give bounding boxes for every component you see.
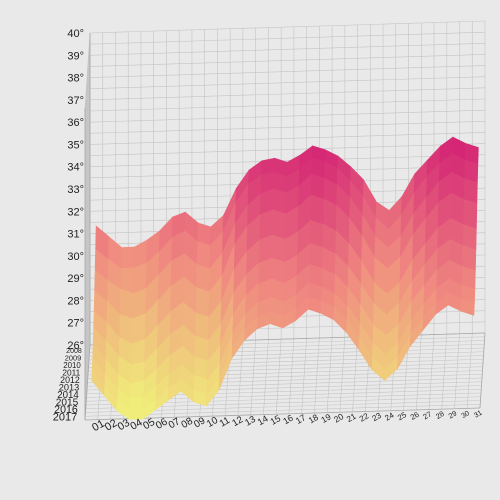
surface-cell (463, 198, 478, 230)
day-tick-label: 07 (167, 416, 183, 431)
grid-line (89, 65, 486, 78)
day-tick-label: 29 (447, 409, 459, 421)
year-tick-label: 2012 (60, 375, 80, 385)
surface-cell (129, 396, 144, 410)
grid-line (89, 154, 486, 168)
z-tick-label: 40° (67, 28, 84, 40)
day-tick-label: 05 (141, 416, 157, 432)
grid-line (85, 403, 481, 417)
z-tick-label: 35° (67, 139, 84, 151)
day-tick-label: 24 (383, 410, 396, 422)
axis-edge (84, 407, 481, 421)
z-tick-label: 36° (67, 117, 84, 129)
day-tick-label: 20 (332, 411, 345, 425)
surface (91, 136, 479, 420)
surface-cell (130, 361, 145, 384)
day-tick-label: 08 (180, 416, 196, 431)
surface-cell (120, 246, 135, 269)
year-tick-label: 2016 (54, 404, 78, 416)
year-tick-label: 2014 (57, 390, 79, 401)
day-tick-label: 17 (294, 412, 308, 426)
day-tick-label: 06 (154, 416, 170, 431)
z-tick-label: 34° (67, 162, 84, 174)
grid-line (89, 120, 486, 134)
day-tick-label: 18 (307, 412, 321, 426)
grid-line (89, 132, 486, 145)
grid-line (89, 20, 486, 34)
day-tick-label: 11 (218, 415, 232, 430)
grid-line (89, 42, 486, 56)
day-tick-label: 27 (421, 409, 433, 421)
z-tick-label: 27° (67, 318, 84, 330)
z-tick-label: 29° (67, 273, 84, 285)
day-tick-label: 25 (396, 410, 409, 422)
year-tick-label: 2017 (53, 411, 77, 423)
day-tick-label: 23 (371, 411, 384, 424)
z-tick-label: 37° (67, 95, 84, 107)
surface-cell (462, 224, 477, 251)
grid-line (89, 54, 486, 67)
grid-line (89, 31, 486, 45)
day-tick-label: 02 (103, 417, 120, 433)
z-tick-label: 30° (67, 251, 84, 263)
day-tick-label: 03 (116, 417, 132, 433)
z-tick-label: 33° (67, 184, 84, 196)
surface-cell (195, 312, 210, 341)
day-tick-label: 01 (90, 418, 107, 435)
surface-cell (271, 234, 286, 263)
surface-cell (120, 267, 135, 294)
day-tick-label: 12 (230, 414, 245, 429)
z-tick-label: 28° (67, 295, 84, 307)
day-tick-label: 30 (460, 409, 471, 420)
surface-cell (119, 288, 134, 320)
surface-cell (196, 264, 211, 293)
z-tick-label: 32° (67, 206, 84, 218)
year-tick-label: 2008 (66, 348, 82, 355)
surface-cell (463, 178, 478, 204)
grid-line (89, 143, 486, 156)
surface-cell (460, 298, 475, 316)
surface-cell (130, 380, 145, 399)
day-tick-label: 15 (268, 413, 282, 427)
year-tick-label: 2013 (59, 382, 79, 392)
axis-edge (84, 344, 91, 421)
axis-edge (479, 332, 486, 409)
surface-cell (272, 209, 287, 240)
surface-cell (309, 219, 324, 249)
year-tick-label: 2015 (56, 397, 79, 408)
z-axis-tick-labels: 26° 27° 28° 29° 30° 31° 32° 33° 34° 35° 36° 37° 38° 3… (67, 28, 84, 352)
day-tick-label: 13 (243, 413, 258, 428)
day-tick-label: 21 (345, 411, 358, 424)
day-tick-label: 28 (434, 409, 446, 421)
day-tick-label: 14 (256, 413, 270, 427)
surface-cell (196, 241, 211, 270)
grid-line (89, 98, 486, 112)
day-tick-label: 16 (281, 413, 295, 427)
grid-line (89, 76, 486, 90)
day-tick-label: 31 (473, 410, 483, 420)
grid-line (89, 87, 486, 101)
day-tick-label: 19 (319, 411, 332, 425)
z-tick-label: 31° (67, 229, 84, 241)
day-tick-label: 04 (128, 416, 144, 432)
year-tick-label: 2010 (63, 361, 81, 370)
surface-cell (195, 287, 210, 318)
day-tick-label: 22 (358, 411, 371, 424)
z-tick-label: 39° (67, 50, 84, 62)
year-tick-label: 2009 (65, 353, 81, 362)
day-tick-label: 26 (409, 410, 421, 422)
grid-line (89, 109, 486, 123)
z-tick-label: 26° (67, 340, 84, 352)
year-tick-label: 2011 (62, 367, 80, 377)
z-tick-label: 38° (67, 73, 84, 85)
surface-cell (310, 194, 325, 225)
